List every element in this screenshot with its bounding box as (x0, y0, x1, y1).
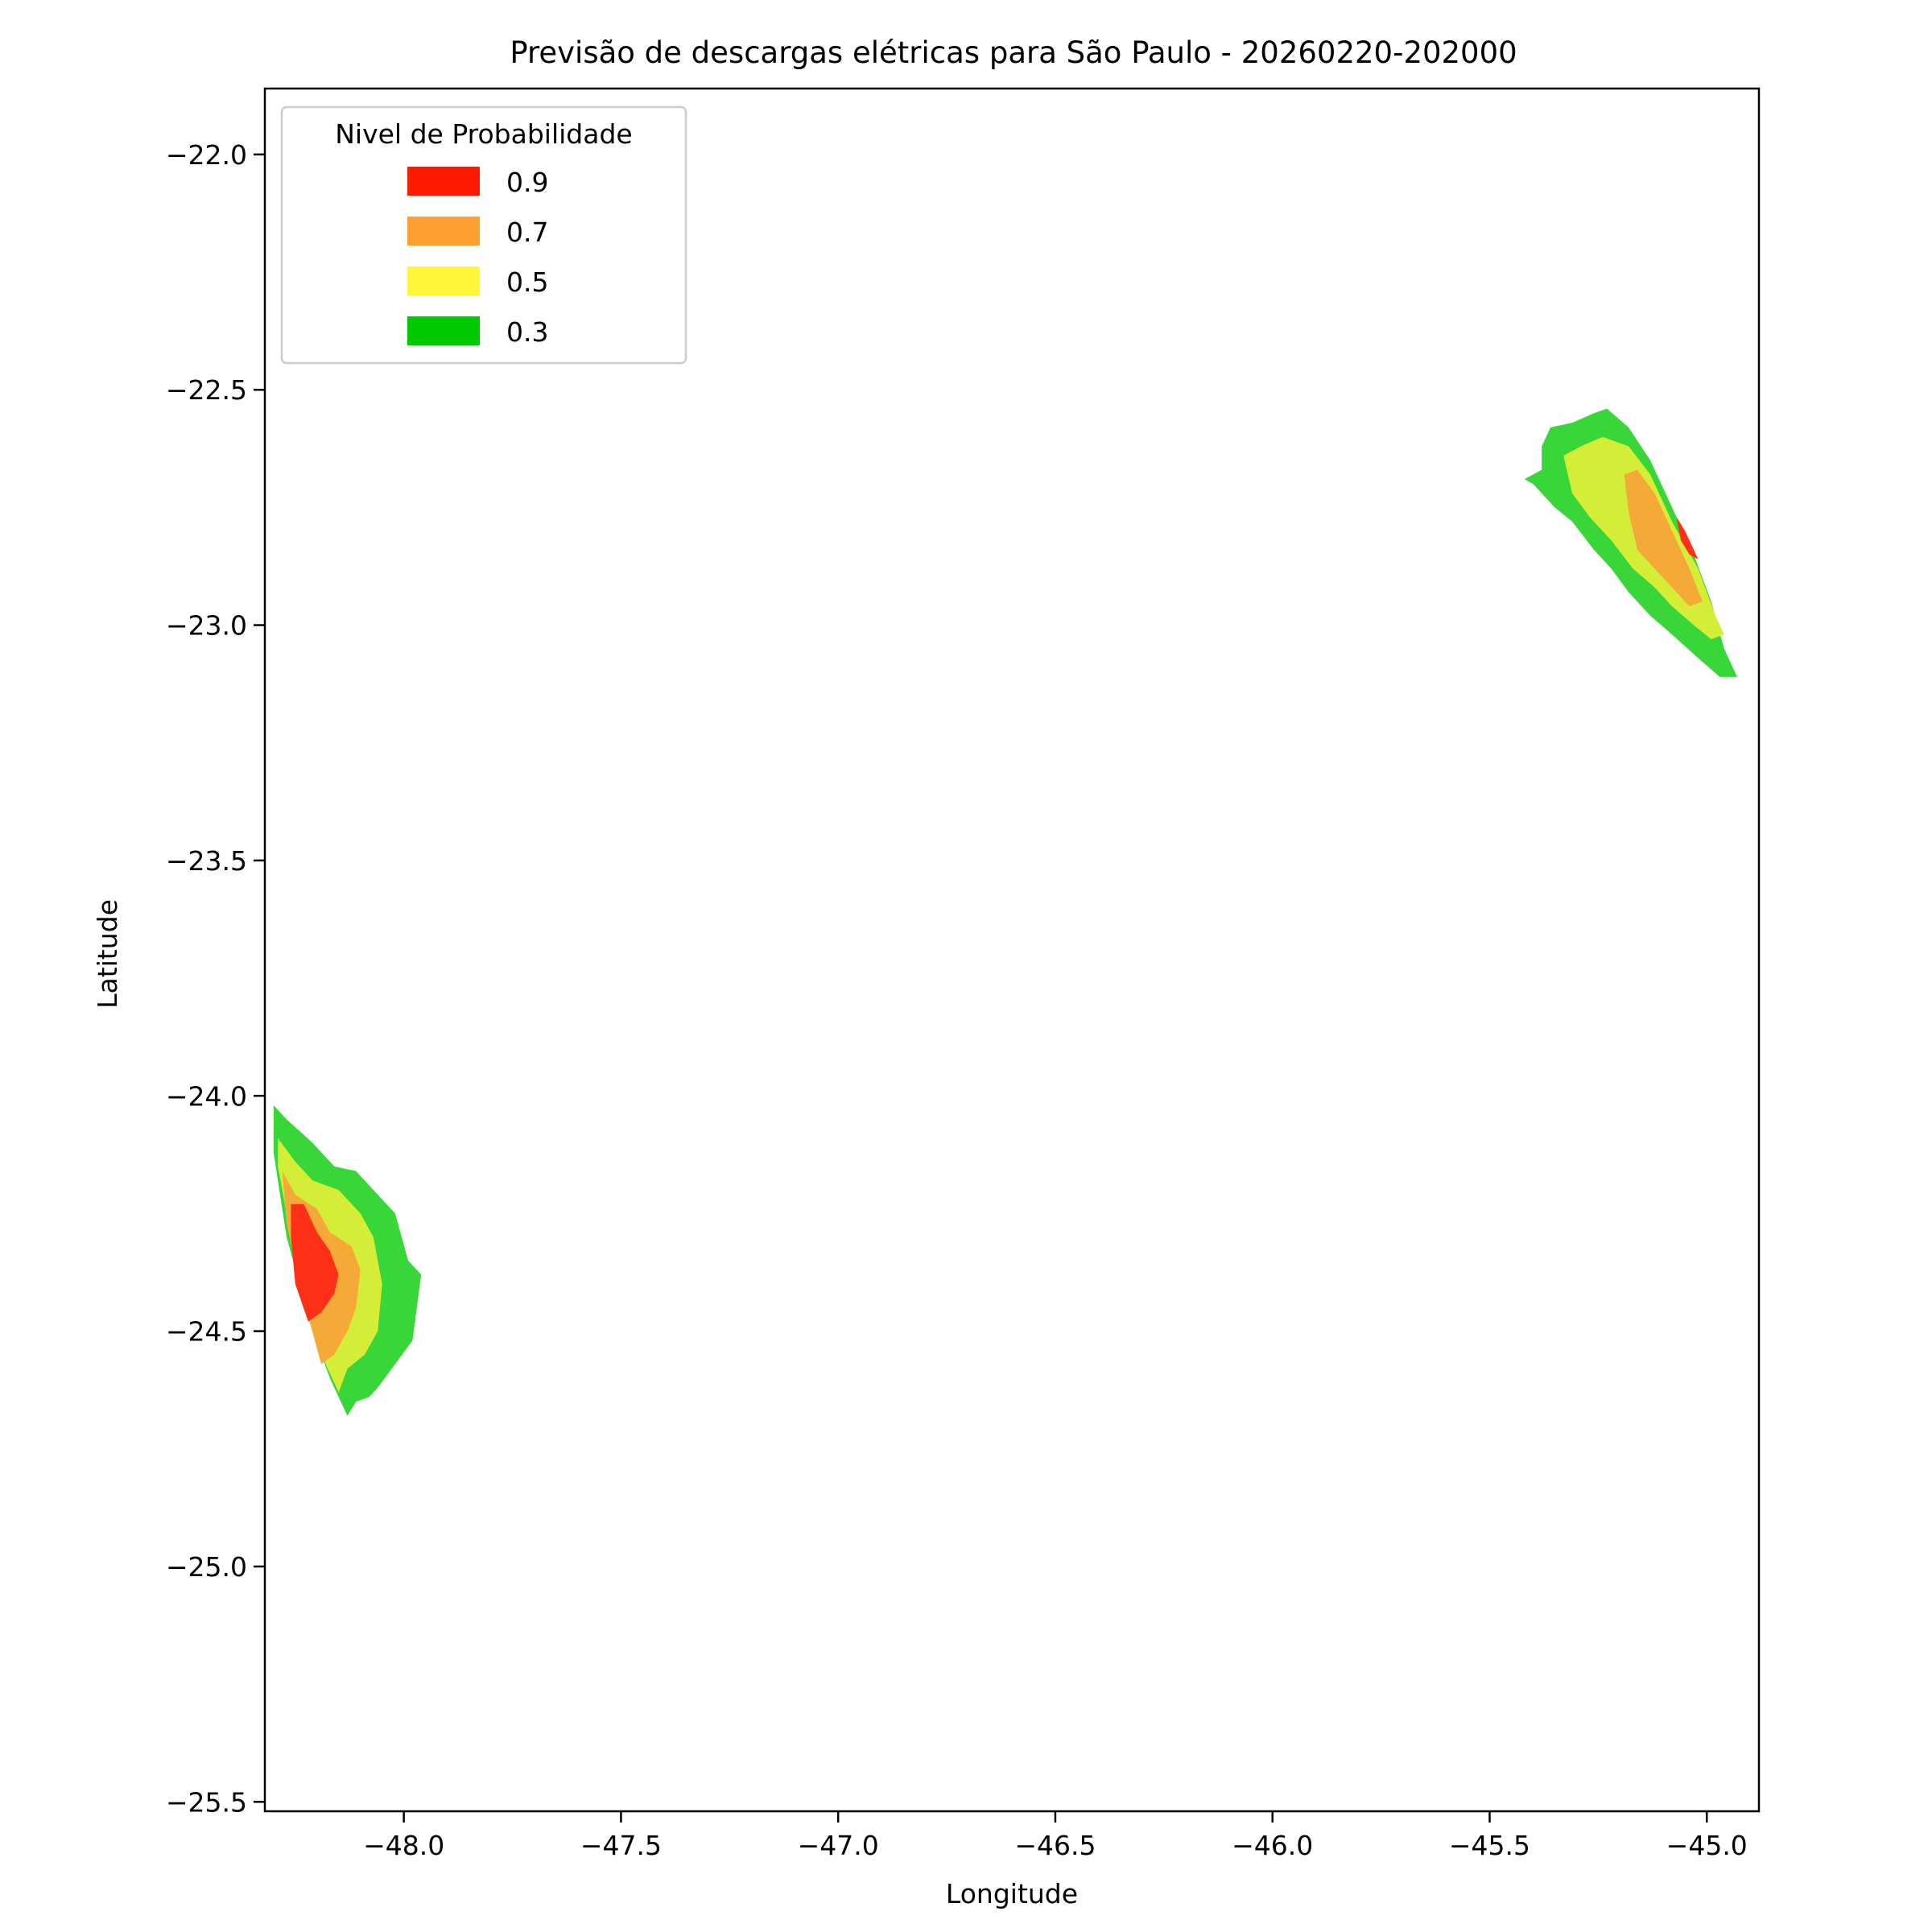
x-tick-label: −47.0 (798, 1830, 879, 1861)
y-tick-label: −24.5 (166, 1316, 247, 1348)
contour-northeast-0.9 (1676, 517, 1699, 559)
legend-label-0.5: 0.5 (506, 266, 548, 298)
x-tick-label: −45.5 (1449, 1830, 1530, 1861)
x-tick-label: −46.0 (1232, 1830, 1313, 1861)
y-tick-label: −24.0 (166, 1080, 247, 1112)
contour-southwest-0.9 (291, 1203, 339, 1322)
y-tick-label: −25.0 (166, 1551, 247, 1583)
legend: Nivel de Probabilidade 0.9 0.7 0.5 0.3 (280, 105, 687, 365)
legend-swatch-0.7 (407, 217, 480, 246)
plot-background (265, 89, 1759, 1811)
legend-swatch-0.9 (407, 167, 480, 196)
y-tick-label: −22.0 (166, 139, 247, 171)
x-axis-label: Longitude (946, 1878, 1078, 1909)
legend-box (280, 105, 687, 365)
y-tick-label: −23.0 (166, 610, 247, 642)
plot-frame (263, 87, 1761, 1813)
region-southwest (273, 1105, 422, 1416)
y-tick-label: −23.5 (166, 845, 247, 877)
legend-title: Nivel de Probabilidade (335, 118, 632, 150)
x-tick-label: −48.0 (363, 1830, 444, 1861)
contour-layer (273, 408, 1737, 1416)
y-tick-label: −25.5 (166, 1786, 247, 1818)
legend-swatch-0.5 (407, 266, 480, 295)
x-tick-label: −47.5 (580, 1830, 662, 1861)
legend-label-0.3: 0.3 (506, 316, 548, 348)
chart-title: Previsão de descargas elétricas para São… (510, 35, 1517, 70)
region-northeast (1524, 408, 1737, 677)
contour-northeast-0.7 (1624, 469, 1703, 607)
legend-label-0.9: 0.9 (506, 167, 548, 198)
x-axis-ticks: −48.0 −47.5 −47.0 −46.5 −46.0 −45.5 −45.0 (363, 1811, 1748, 1861)
y-tick-label: −22.5 (166, 374, 247, 406)
x-tick-label: −45.0 (1666, 1830, 1748, 1861)
x-tick-label: −46.5 (1014, 1830, 1096, 1861)
legend-swatch-0.3 (407, 316, 480, 345)
legend-label-0.7: 0.7 (506, 217, 548, 248)
y-axis-ticks: −22.0 −22.5 −23.0 −23.5 −24.0 −24.5 −25.0 −25.5 (166, 139, 265, 1818)
y-axis-label: Latitude (92, 899, 123, 1009)
plot-area (263, 87, 1761, 1813)
